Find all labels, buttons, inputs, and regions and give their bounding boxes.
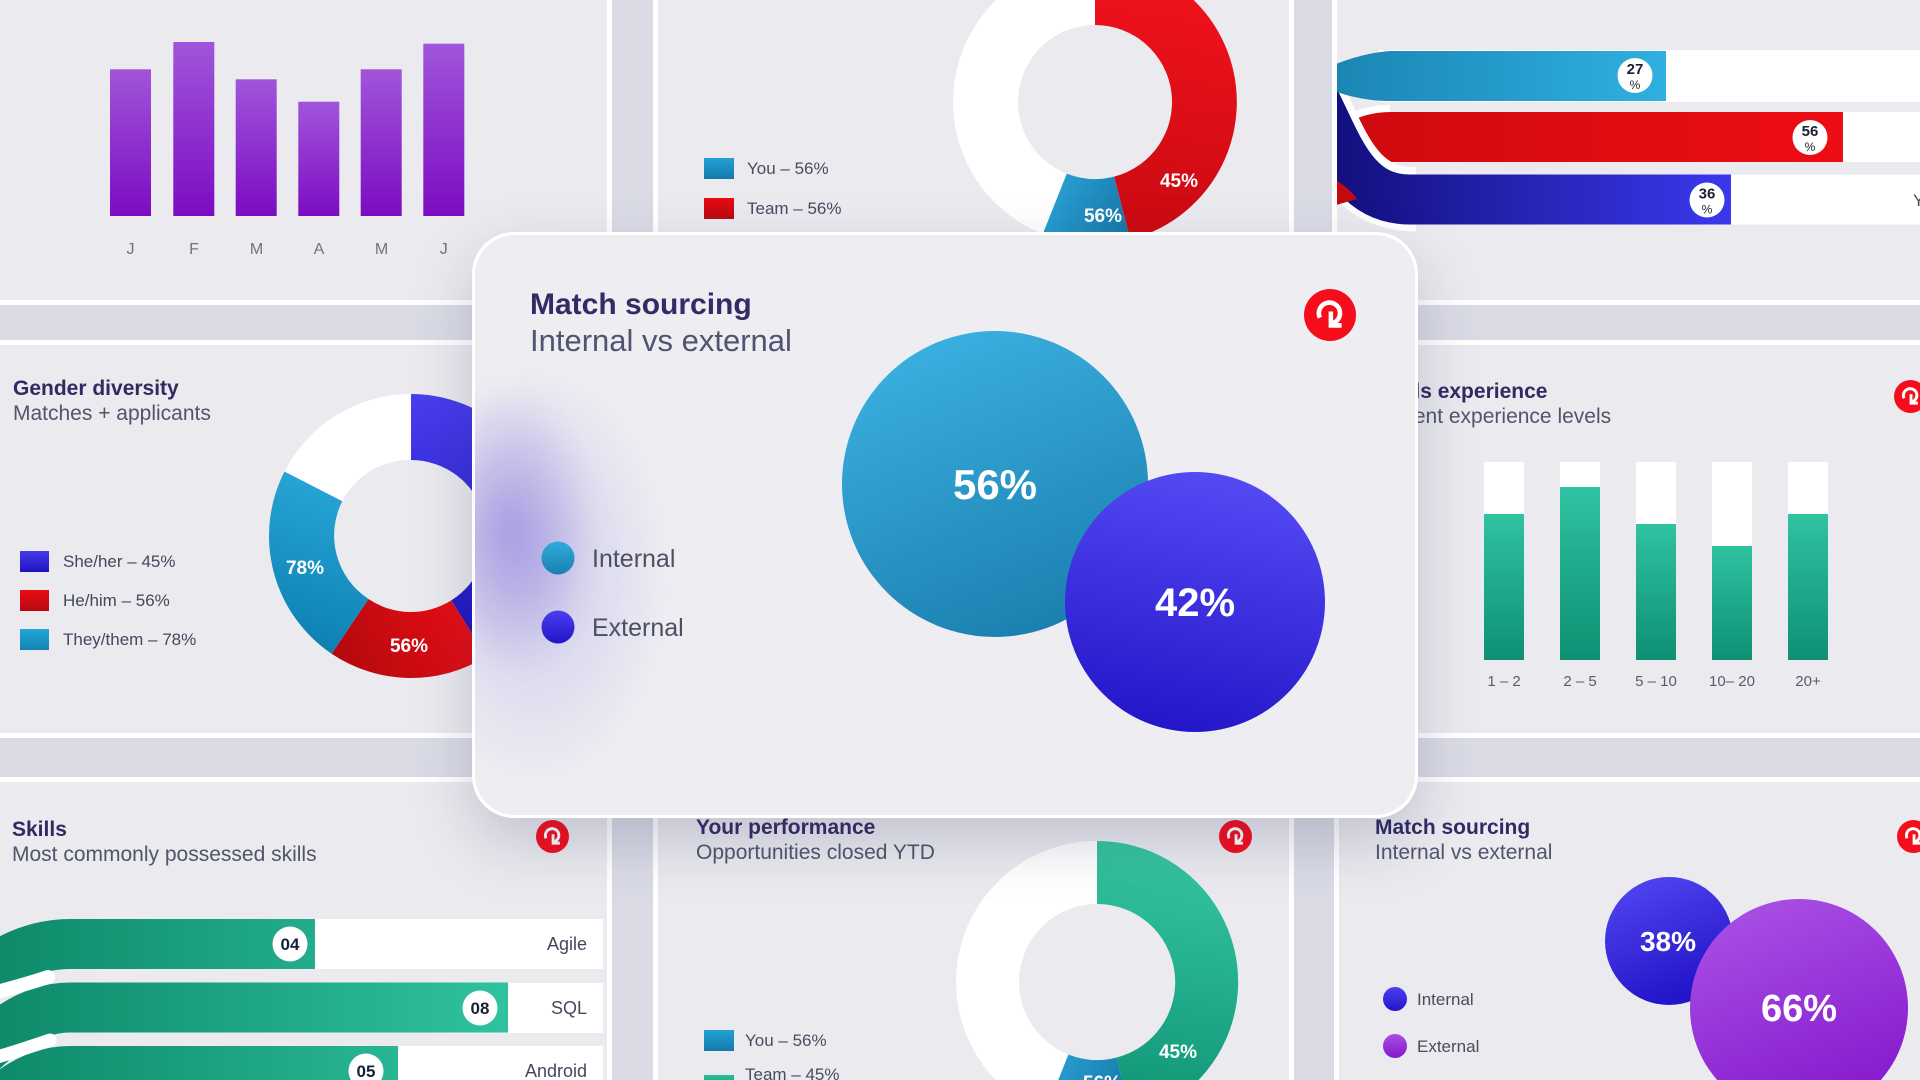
svg-text:36: 36 <box>1699 186 1716 203</box>
svg-text:M: M <box>250 241 263 258</box>
svg-text:27: 27 <box>1627 61 1644 78</box>
svg-text:56%: 56% <box>1083 1073 1121 1080</box>
svg-text:45%: 45% <box>1159 1042 1197 1063</box>
svg-text:08: 08 <box>471 999 490 1018</box>
svg-text:M: M <box>375 241 388 258</box>
svg-text:%: % <box>1805 140 1816 154</box>
svg-text:5 – 10: 5 – 10 <box>1635 673 1677 690</box>
svg-text:F: F <box>189 241 199 258</box>
svg-text:56: 56 <box>1802 123 1819 140</box>
svg-text:You: You <box>1913 191 1920 210</box>
svg-text:1 – 2: 1 – 2 <box>1487 673 1520 690</box>
svg-text:SQL: SQL <box>551 998 587 1018</box>
svg-text:%: % <box>1702 203 1713 217</box>
svg-text:A: A <box>314 241 325 258</box>
svg-text:Agile: Agile <box>547 934 587 954</box>
svg-text:External: External <box>1417 1037 1479 1056</box>
svg-text:%: % <box>1630 78 1641 92</box>
svg-text:10– 20: 10– 20 <box>1709 673 1755 690</box>
svg-text:2 – 5: 2 – 5 <box>1563 673 1596 690</box>
svg-text:05: 05 <box>357 1062 376 1080</box>
svg-text:20+: 20+ <box>1795 673 1821 690</box>
svg-text:Internal: Internal <box>1417 990 1474 1009</box>
svg-text:78%: 78% <box>286 558 324 579</box>
svg-text:38%: 38% <box>1640 926 1696 957</box>
svg-text:J: J <box>127 241 135 258</box>
svg-text:Android: Android <box>525 1061 587 1080</box>
svg-text:42%: 42% <box>1155 581 1235 625</box>
svg-text:04: 04 <box>281 935 300 954</box>
svg-text:J: J <box>440 241 448 258</box>
svg-text:66%: 66% <box>1761 988 1837 1030</box>
svg-text:56%: 56% <box>953 461 1037 508</box>
svg-text:56%: 56% <box>1084 206 1122 227</box>
svg-text:45%: 45% <box>1160 171 1198 192</box>
svg-text:56%: 56% <box>390 636 428 657</box>
